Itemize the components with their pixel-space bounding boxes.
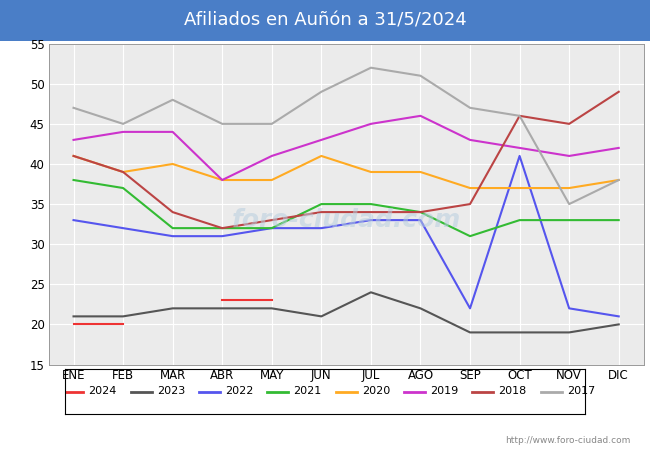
Text: foro-ciudad.com: foro-ciudad.com xyxy=(231,208,461,232)
Text: 2018: 2018 xyxy=(499,387,526,396)
Text: 2017: 2017 xyxy=(567,387,595,396)
Text: Afiliados en Auñón a 31/5/2024: Afiliados en Auñón a 31/5/2024 xyxy=(183,12,467,30)
Text: 2020: 2020 xyxy=(362,387,390,396)
Text: http://www.foro-ciudad.com: http://www.foro-ciudad.com xyxy=(505,436,630,445)
Text: 2019: 2019 xyxy=(430,387,458,396)
Text: 2021: 2021 xyxy=(293,387,322,396)
Text: 2024: 2024 xyxy=(88,387,117,396)
Text: 2022: 2022 xyxy=(225,387,254,396)
Text: 2023: 2023 xyxy=(157,387,185,396)
